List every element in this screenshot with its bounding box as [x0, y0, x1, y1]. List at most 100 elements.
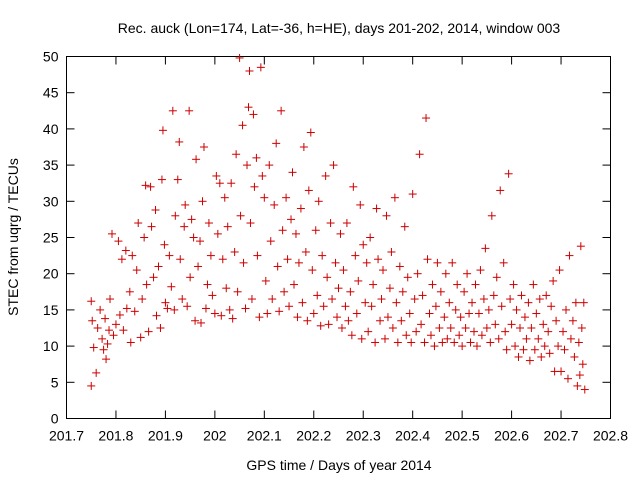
data-point-marker — [156, 324, 165, 332]
data-point-marker — [268, 295, 277, 304]
data-point-marker — [87, 297, 96, 306]
data-point-marker — [136, 333, 145, 342]
data-point-marker — [405, 309, 414, 318]
data-point-marker — [87, 381, 96, 390]
data-point-marker — [253, 251, 262, 260]
data-point-marker — [515, 324, 524, 332]
x-tick-label: 202.2 — [296, 428, 331, 444]
data-point-marker — [298, 298, 307, 307]
data-point-marker — [422, 114, 431, 123]
data-point-marker — [96, 305, 105, 314]
data-point-marker — [351, 251, 360, 260]
data-point-marker — [238, 121, 247, 130]
data-point-marker — [402, 331, 411, 340]
data-point-marker — [265, 161, 274, 170]
chart-title: Rec. auck (Lon=174, Lat=-36, h=HE), days… — [118, 20, 561, 36]
data-point-marker — [318, 251, 327, 260]
data-point-marker — [514, 352, 523, 361]
data-point-marker — [199, 143, 208, 151]
data-point-marker — [492, 273, 501, 282]
x-tick-label: 202.7 — [544, 428, 579, 444]
data-point-marker — [534, 334, 543, 343]
data-points — [87, 53, 589, 394]
data-point-marker — [527, 324, 536, 332]
data-point-marker — [241, 304, 250, 313]
data-point-marker — [476, 266, 485, 275]
data-point-marker — [352, 309, 361, 318]
data-point-marker — [119, 326, 128, 335]
data-point-marker — [132, 266, 141, 275]
data-point-marker — [247, 295, 256, 304]
data-point-marker — [451, 305, 460, 314]
data-point-marker — [141, 181, 150, 190]
data-point-marker — [111, 320, 120, 329]
data-point-marker — [440, 313, 449, 322]
data-point-marker — [359, 240, 368, 249]
data-point-marker — [369, 280, 378, 289]
data-point-marker — [249, 110, 258, 119]
data-point-marker — [573, 381, 582, 390]
data-point-marker — [228, 314, 237, 323]
y-tick-label: 25 — [43, 230, 59, 246]
data-point-marker — [423, 255, 432, 264]
data-point-marker — [430, 342, 439, 351]
data-point-marker — [367, 302, 376, 311]
y-tick-label: 15 — [43, 302, 59, 318]
data-point-marker — [103, 339, 112, 348]
data-point-marker — [196, 237, 205, 246]
data-point-marker — [294, 258, 303, 267]
data-point-marker — [115, 310, 124, 319]
data-point-marker — [502, 345, 511, 354]
data-point-marker — [109, 331, 118, 340]
data-point-marker — [299, 143, 308, 151]
data-point-marker — [547, 302, 556, 311]
data-point-marker — [372, 204, 381, 213]
data-point-marker — [170, 305, 179, 314]
data-point-marker — [395, 262, 404, 271]
data-point-marker — [520, 313, 529, 322]
data-point-marker — [175, 137, 184, 146]
data-point-marker — [433, 258, 442, 267]
data-point-marker — [435, 324, 444, 332]
data-point-marker — [152, 311, 161, 320]
data-point-marker — [331, 258, 340, 267]
data-point-marker — [258, 171, 267, 180]
data-point-marker — [532, 309, 541, 318]
data-point-marker — [576, 242, 585, 251]
data-point-marker — [121, 246, 130, 255]
data-point-marker — [426, 331, 435, 340]
data-point-marker — [388, 324, 397, 332]
data-point-marker — [415, 150, 424, 159]
data-point-marker — [122, 304, 131, 313]
data-point-marker — [380, 334, 389, 343]
data-point-marker — [273, 262, 282, 271]
data-point-marker — [255, 313, 264, 322]
data-point-marker — [244, 103, 253, 112]
data-point-marker — [277, 106, 286, 115]
data-point-marker — [559, 327, 568, 336]
data-point-marker — [289, 280, 298, 289]
data-point-marker — [304, 186, 313, 195]
x-tick-label: 202.3 — [346, 428, 381, 444]
data-point-marker — [287, 215, 296, 224]
data-point-marker — [326, 219, 335, 228]
data-point-marker — [140, 233, 149, 242]
data-point-marker — [181, 200, 190, 209]
x-tick-label: 202.4 — [395, 428, 430, 444]
data-point-marker — [280, 287, 289, 296]
data-point-marker — [465, 309, 474, 318]
data-point-marker — [443, 334, 452, 343]
data-point-marker — [239, 258, 248, 267]
data-point-marker — [208, 291, 217, 300]
data-point-marker — [512, 305, 521, 314]
data-point-marker — [357, 334, 366, 343]
data-point-marker — [102, 355, 111, 364]
data-point-marker — [554, 342, 563, 351]
data-point-marker — [311, 226, 320, 235]
data-point-marker — [566, 334, 575, 343]
y-tick-label: 5 — [51, 374, 59, 390]
data-point-marker — [431, 302, 440, 311]
data-point-marker — [511, 342, 520, 351]
data-point-marker — [218, 255, 227, 264]
data-point-marker — [260, 193, 269, 202]
